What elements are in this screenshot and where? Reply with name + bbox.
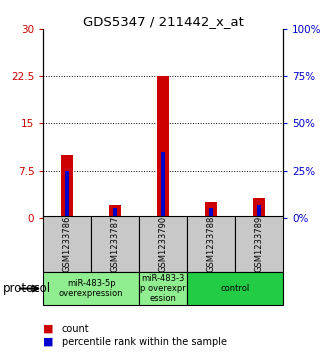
Text: GSM1233787: GSM1233787 — [111, 216, 120, 272]
Bar — [65, 171, 69, 218]
Bar — [235, 216, 283, 272]
Bar — [157, 76, 169, 218]
Text: count: count — [62, 323, 89, 334]
Bar — [91, 216, 139, 272]
Title: GDS5347 / 211442_x_at: GDS5347 / 211442_x_at — [83, 15, 244, 28]
Bar — [113, 208, 117, 218]
Bar — [109, 205, 121, 218]
Bar — [257, 205, 261, 218]
Bar — [61, 155, 73, 218]
Bar — [187, 272, 283, 305]
Text: GSM1233789: GSM1233789 — [254, 216, 264, 272]
Text: GSM1233786: GSM1233786 — [63, 216, 72, 272]
Bar — [43, 216, 91, 272]
Bar — [139, 216, 187, 272]
Text: GSM1233788: GSM1233788 — [206, 216, 216, 272]
Bar — [43, 272, 139, 305]
Text: miR-483-5p
overexpression: miR-483-5p overexpression — [59, 279, 124, 298]
Bar — [205, 202, 217, 218]
Text: protocol: protocol — [3, 282, 52, 295]
Text: GSM1233790: GSM1233790 — [159, 216, 168, 272]
Text: control: control — [220, 284, 250, 293]
Bar — [253, 198, 265, 218]
Bar — [139, 272, 187, 305]
Text: miR-483-3
p overexpr
ession: miR-483-3 p overexpr ession — [140, 274, 186, 303]
Bar — [187, 216, 235, 272]
Text: ■: ■ — [43, 323, 54, 334]
Text: percentile rank within the sample: percentile rank within the sample — [62, 337, 226, 347]
Bar — [161, 152, 165, 218]
Bar — [209, 208, 213, 218]
Text: ■: ■ — [43, 337, 54, 347]
